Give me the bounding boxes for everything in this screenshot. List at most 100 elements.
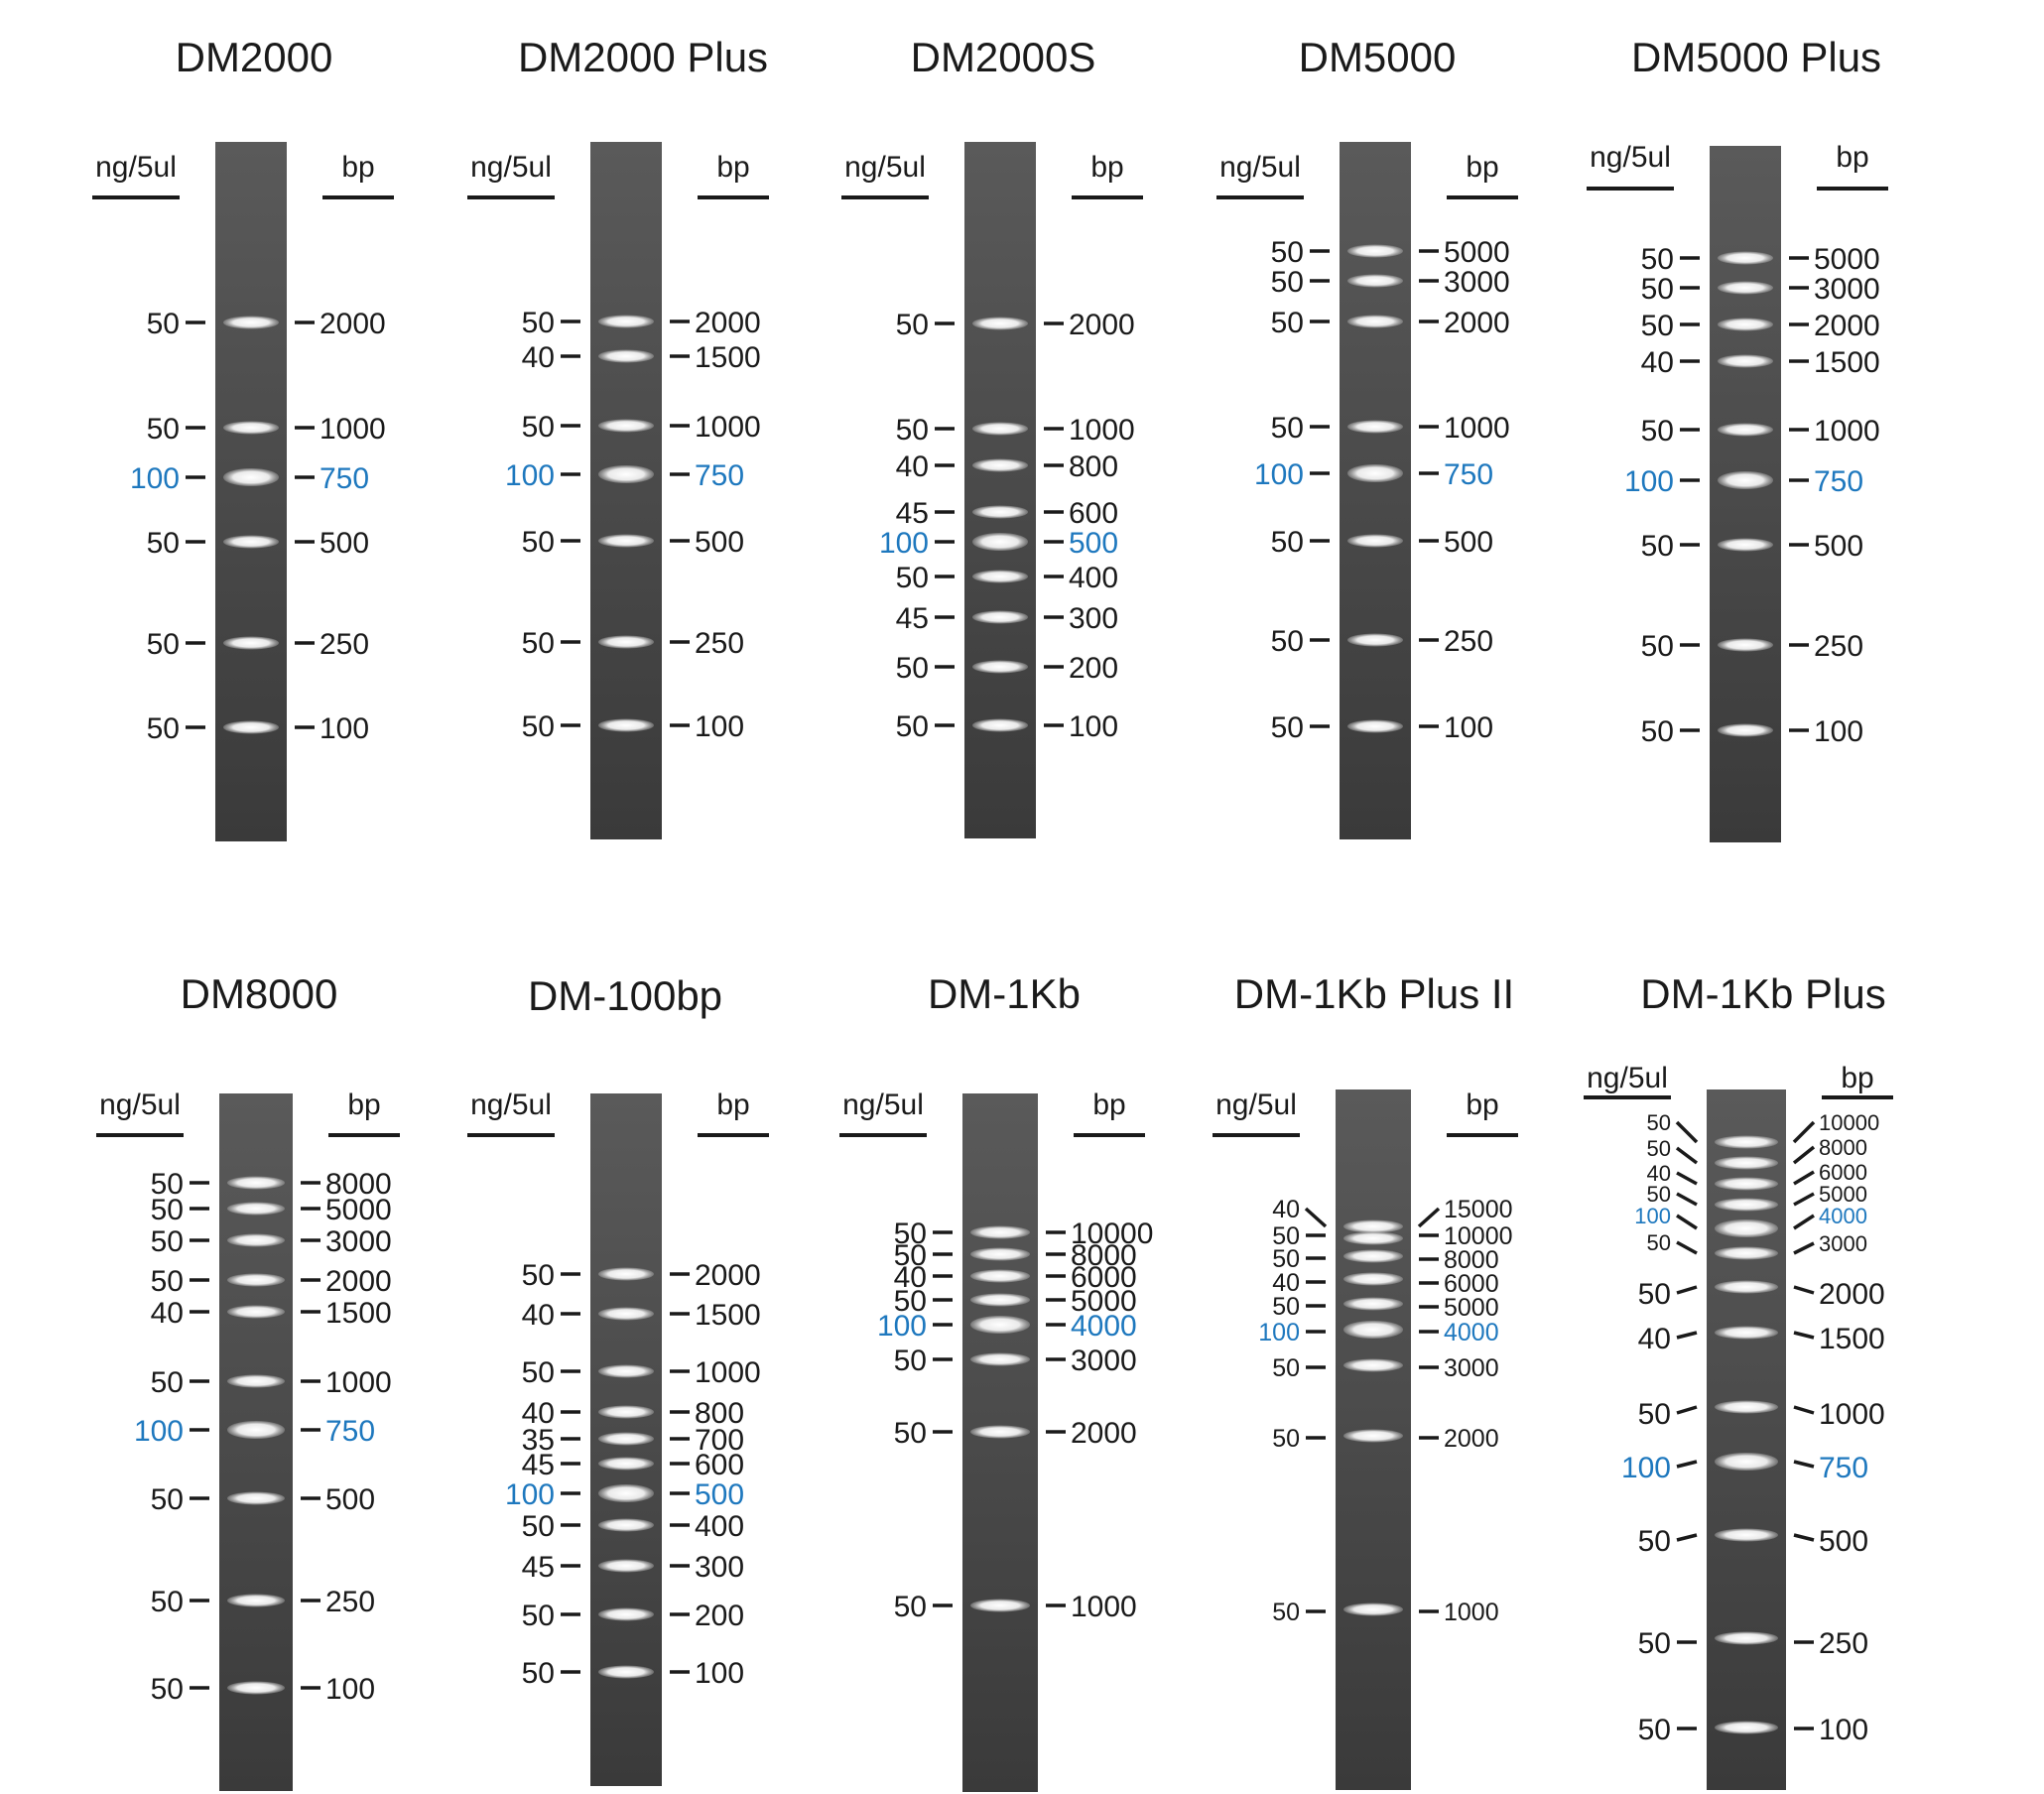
bp-label: 750	[1814, 465, 1863, 498]
bp-label: 600	[695, 1449, 744, 1481]
gel-band	[1718, 251, 1773, 265]
bp-leader-line	[1793, 1533, 1815, 1542]
bp-leader-line	[1793, 1214, 1815, 1230]
ladder-title: DM8000	[181, 970, 338, 1017]
bp-label: 250	[1819, 1627, 1868, 1660]
ng-label: 45	[522, 1449, 555, 1481]
bp-label: 200	[1069, 652, 1118, 685]
ng-label: 50	[896, 652, 929, 685]
ng-label: 50	[147, 628, 180, 661]
gel-lane	[1707, 1089, 1786, 1790]
ng-label: 50	[522, 1657, 555, 1690]
gel-band	[598, 1405, 654, 1419]
ng-label: 50	[1271, 266, 1304, 299]
ng-label: 50	[147, 712, 180, 745]
gel-band	[972, 505, 1028, 519]
ng-label: 50	[1647, 1182, 1671, 1207]
ng-label: 50	[1641, 243, 1674, 276]
bp-label: 800	[695, 1397, 744, 1430]
ladder-panel: DM2000 ng/5ul bp 50 2000 50 1000 100 750 50 500 50 2…	[92, 34, 394, 841]
ng-column-header: ng/5ul	[842, 1089, 924, 1121]
gel-band	[1347, 719, 1403, 733]
bp-label: 8000	[1071, 1239, 1137, 1272]
gel-band	[1718, 638, 1773, 652]
gel-band	[1343, 1297, 1403, 1311]
gel-band	[970, 1352, 1030, 1366]
gel-band	[972, 458, 1028, 472]
ng-label: 50	[1641, 715, 1674, 748]
bp-label: 4000	[1444, 1319, 1499, 1346]
ng-label: 40	[896, 450, 929, 483]
ng-label: 50	[1271, 526, 1304, 559]
ladder-panel: DM5000 ng/5ul bp 50 5000 50 3000 50 2000 50 1000 10…	[1216, 34, 1518, 839]
ng-label: 50	[151, 1673, 184, 1706]
bp-leader-line	[1793, 1460, 1815, 1469]
ladder-title: DM-100bp	[528, 972, 722, 1019]
bp-label: 2000	[1814, 310, 1880, 342]
bp-label: 500	[1819, 1525, 1868, 1558]
bp-label: 100	[1814, 715, 1863, 748]
ng-label: 50	[894, 1285, 927, 1318]
ng-leader-line	[1676, 1214, 1698, 1230]
bp-column-header: bp	[1466, 151, 1498, 184]
ng-label: 50	[522, 526, 555, 559]
ng-label: 50	[1272, 1599, 1300, 1626]
gel-band	[227, 1176, 285, 1190]
ng-label: 100	[1634, 1204, 1671, 1228]
bp-label: 800	[1069, 450, 1118, 483]
bp-label: 6000	[1444, 1270, 1499, 1298]
bp-label: 750	[1444, 458, 1493, 491]
gel-band	[227, 1491, 285, 1505]
gel-band	[598, 1432, 654, 1446]
gel-band	[1715, 1400, 1778, 1414]
bp-label: 3000	[1071, 1345, 1137, 1377]
gel-lane	[590, 142, 662, 839]
ng-label: 50	[522, 627, 555, 660]
gel-band	[227, 1681, 285, 1695]
gel-band	[970, 1247, 1030, 1261]
ng-label: 50	[522, 1510, 555, 1543]
bp-label: 6000	[1071, 1261, 1137, 1294]
gel-band	[972, 610, 1028, 624]
bp-label: 1000	[1444, 1599, 1499, 1626]
bp-label: 750	[325, 1415, 375, 1448]
bp-label: 500	[319, 527, 369, 560]
ng-label: 50	[894, 1239, 927, 1272]
ng-label: 50	[522, 710, 555, 743]
bp-label: 2000	[319, 308, 386, 340]
ng-leader-line	[1676, 1460, 1698, 1469]
bp-column-header: bp	[1836, 141, 1868, 174]
bp-label: 500	[1444, 526, 1493, 559]
ng-leader-line	[1304, 1207, 1328, 1228]
ng-label: 50	[151, 1366, 184, 1399]
gel-band	[598, 1364, 654, 1378]
ng-label: 50	[896, 710, 929, 743]
gel-band	[1347, 420, 1403, 434]
bp-label: 1000	[1071, 1591, 1137, 1623]
ng-leader-line	[1675, 1146, 1699, 1165]
bp-label: 2000	[1444, 1425, 1499, 1453]
ng-label: 100	[877, 1310, 927, 1343]
gel-band	[1715, 1280, 1778, 1294]
bp-label: 100	[1819, 1714, 1868, 1746]
gel-lane	[1710, 146, 1781, 842]
gel-band	[227, 1305, 285, 1319]
bp-column-header: bp	[347, 1089, 380, 1121]
ng-label: 50	[894, 1417, 927, 1450]
ng-label: 50	[1647, 1136, 1671, 1161]
ladder-panel: DM2000S ng/5ul bp 50 2000 50 1000 40 800 45 600 100…	[841, 34, 1143, 838]
ladder-title: DM5000	[1299, 34, 1457, 80]
bp-label: 100	[695, 710, 744, 743]
bp-label: 100	[1069, 710, 1118, 743]
ng-label: 50	[1272, 1354, 1300, 1382]
gel-band	[598, 315, 654, 328]
gel-band	[1718, 723, 1773, 737]
gel-band	[598, 1307, 654, 1321]
ng-label: 50	[894, 1217, 927, 1250]
bp-leader-line	[1417, 1207, 1441, 1228]
ng-label: 50	[1272, 1293, 1300, 1321]
ng-label: 50	[1641, 530, 1674, 563]
gel-band	[1715, 1721, 1778, 1734]
bp-label: 1500	[1814, 346, 1880, 379]
gel-band	[227, 1273, 285, 1287]
